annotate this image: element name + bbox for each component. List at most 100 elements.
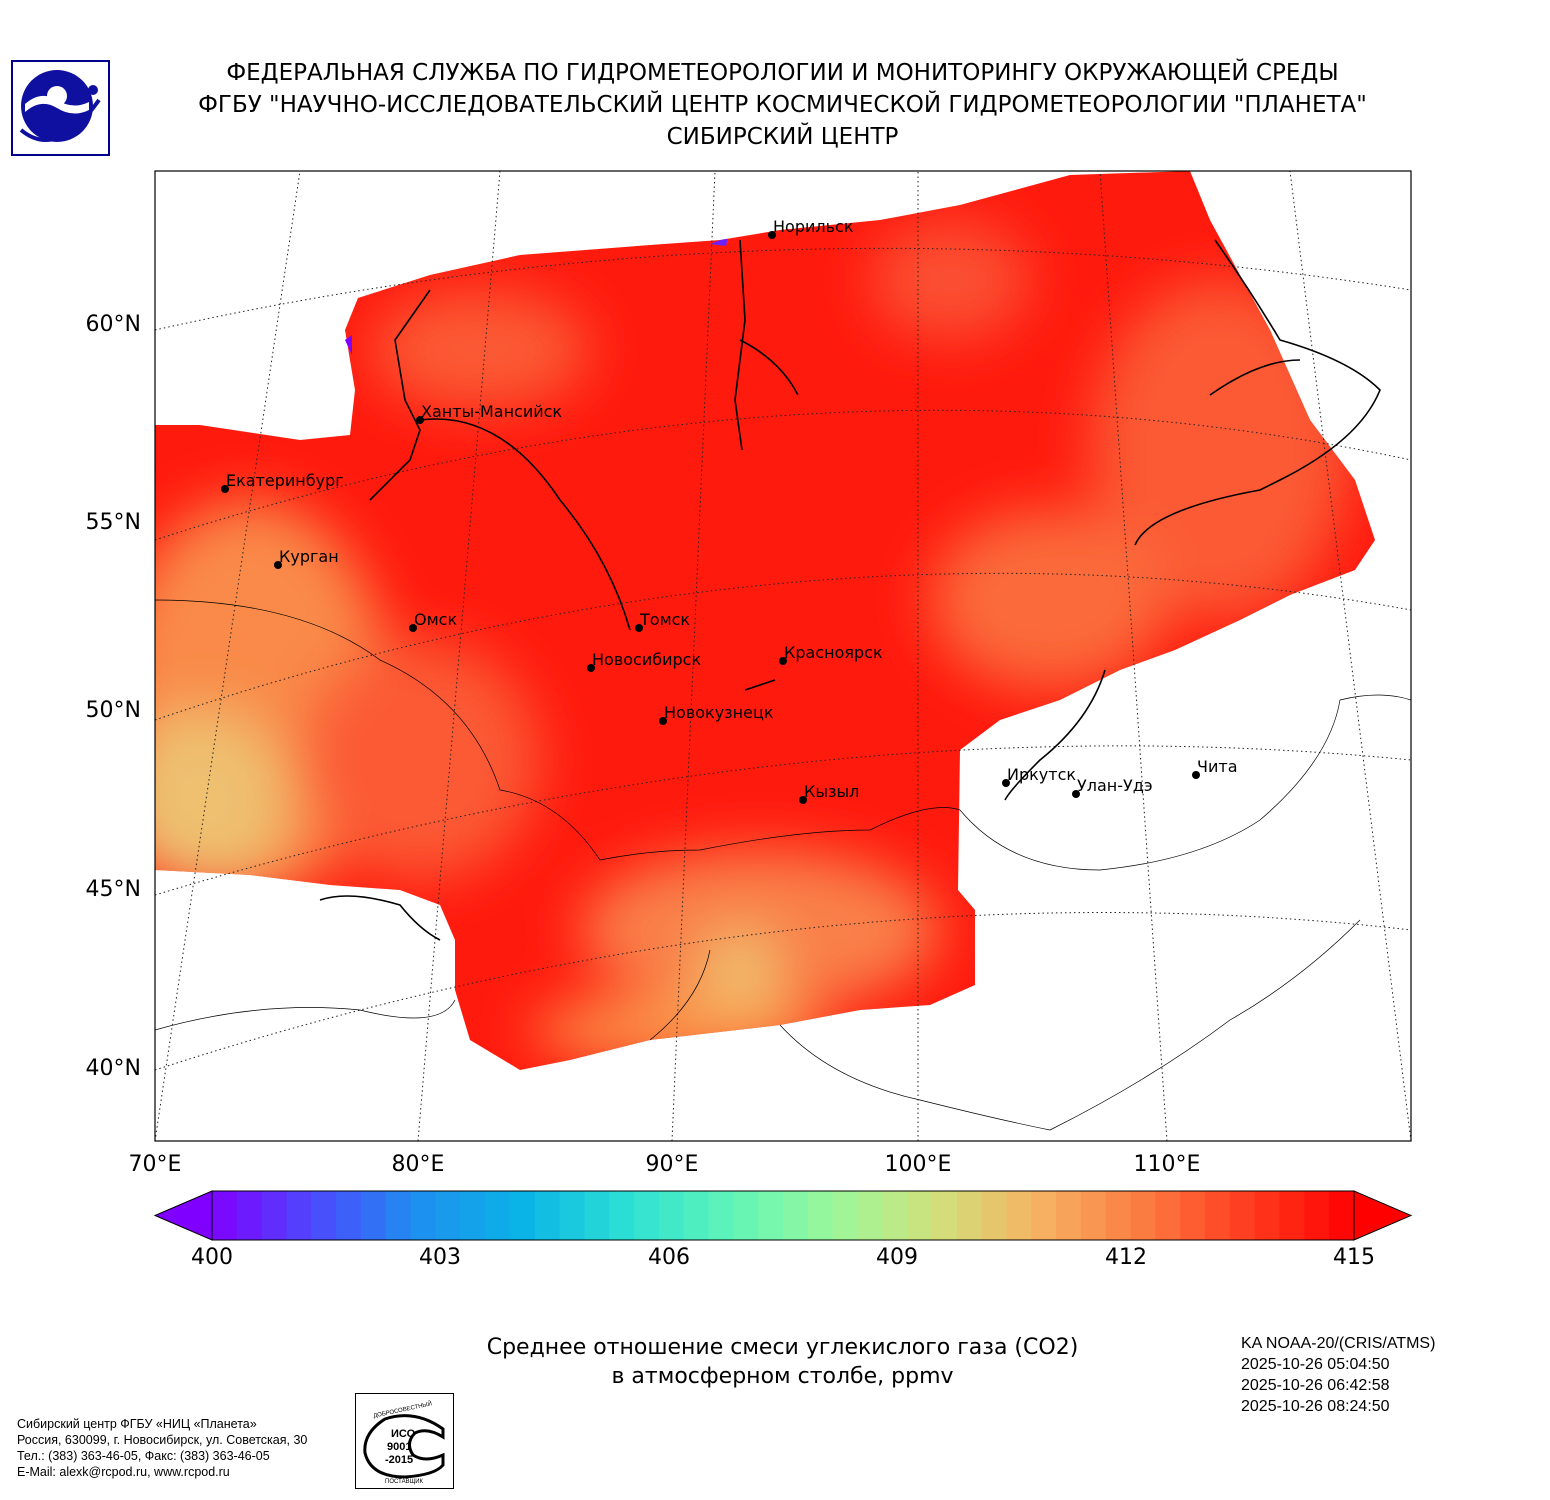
colorbar-segment [1006,1191,1032,1240]
city-marker [1192,771,1200,779]
planeta-logo [11,60,110,156]
city-label: Кызыл [804,782,859,801]
colorbar-tick-415: 415 [1333,1245,1375,1270]
colorbar-max-extend [1353,1190,1413,1241]
city-label: Норильск [773,217,854,236]
svg-text:ИСО: ИСО [391,1428,416,1440]
colorbar-segment [931,1191,958,1240]
borders [155,599,1411,1131]
colorbar-segment [1080,1191,1107,1240]
footer-line: E-Mail: alexk@rcpod.ru, www.rcpod.ru [17,1465,230,1479]
city-marker [779,657,787,665]
colorbar-segment [212,1191,238,1240]
lat-label-60: 60°N [85,312,141,337]
svg-text:-2015: -2015 [385,1454,413,1466]
city-label: Чита [1197,757,1238,776]
city-label: Красноярск [784,643,883,662]
footer-line: Россия, 630099, г. Новосибирск, ул. Сове… [17,1433,308,1447]
city-marker [221,485,229,493]
colorbar-segment [1329,1191,1355,1240]
satellite-instrument: KA NOAA-20/(CRIS/ATMS) [1241,1335,1436,1352]
lon-label-70: 70°E [128,1152,182,1177]
lon-label-90: 90°E [645,1152,699,1177]
colorbar-segment [485,1191,511,1240]
colorbar-segment [509,1191,536,1240]
colorbar-segment [1105,1191,1132,1240]
colorbar-segment [783,1191,809,1240]
satellite-info: KA NOAA-20/(CRIS/ATMS) 2025-10-26 05:04:… [1241,1333,1435,1417]
colorbar-tick-406: 406 [648,1245,690,1270]
city-label: Омск [414,610,457,629]
colorbar-segment [733,1191,759,1240]
lat-label-50: 50°N [85,698,141,723]
city-label: Новосибирск [592,650,701,669]
colorbar-segment [534,1191,561,1240]
colorbar-segment [261,1191,287,1240]
graticule [155,171,1411,1141]
colorbar-segment [236,1191,263,1240]
lon-label-100: 100°E [884,1152,952,1177]
caption-line-2: в атмосферном столбе, ppmv [611,1364,954,1389]
colorbar-tick-409: 409 [876,1245,918,1270]
colorbar-segment [758,1191,784,1240]
colorbar-segment [1155,1191,1181,1240]
colorbar-segment [981,1191,1007,1240]
colorbar-segment [857,1191,883,1240]
city-marker [587,664,595,672]
lat-label-40: 40°N [85,1056,141,1081]
colorbar-tick-412: 412 [1105,1245,1147,1270]
caption-line-1: Среднее отношение смеси углекислого газа… [486,1335,1079,1360]
colorbar-segment [956,1191,983,1240]
lat-label-45: 45°N [85,877,141,902]
colorbar-segment [584,1191,610,1240]
city-marker [1002,779,1010,787]
colorbar-segment [907,1191,933,1240]
city-label: Улан-Удэ [1077,776,1153,795]
colorbar-segment [1229,1191,1256,1240]
colorbar-min-extend [153,1190,213,1241]
lat-label-55: 55°N [85,510,141,535]
colorbar-segment [311,1191,337,1240]
colorbar-segment [1031,1191,1057,1240]
city-label: Ханты-Мансийск [421,402,562,421]
city-marker [409,624,417,632]
colorbar-segment [1130,1191,1156,1240]
colorbar-segment [286,1191,312,1240]
city-label: Иркутск [1007,765,1076,784]
colorbar-tick-400: 400 [191,1245,233,1270]
header-line-3: СИБИРСКИЙ ЦЕНТР [666,124,899,150]
city-marker [635,624,643,632]
colorbar-segment [336,1191,362,1240]
city-label: Новокузнецк [664,703,774,722]
colorbar-segment [1056,1191,1082,1240]
colorbar-segment [1254,1191,1281,1240]
header-line-2: ФГБУ "НАУЧНО-ИССЛЕДОВАТЕЛЬСКИЙ ЦЕНТР КОС… [198,92,1367,118]
city-marker [768,231,776,239]
city-label: Курган [279,547,339,566]
city-marker [274,561,282,569]
colorbar-segment [1205,1191,1231,1240]
colorbar-frame [211,1190,1355,1241]
city-marker [799,796,807,804]
colorbar-segment [435,1191,461,1240]
lon-label-80: 80°E [391,1152,445,1177]
footer-contacts: Сибирский центр ФГБУ «НИЦ «Планета» Росс… [17,1416,307,1480]
colorbar-segment [807,1191,834,1240]
colorbar-segment [832,1191,858,1240]
colorbar [153,1190,1413,1241]
iso-stamp: ИСО 9001 -2015 ДОБРОСОВЕСТНЫЙ ПОСТАВЩИК [355,1393,454,1489]
map-frame [154,170,1412,1142]
lon-label-110: 110°E [1133,1152,1201,1177]
pass-time: 2025-10-26 08:24:50 [1241,1398,1390,1415]
colorbar-segment [559,1191,585,1240]
colorbar-segment [882,1191,908,1240]
colorbar-segment [634,1191,660,1240]
colorbar-tick-403: 403 [419,1245,461,1270]
footer-line: Сибирский центр ФГБУ «НИЦ «Планета» [17,1417,257,1431]
colorbar-segment [410,1191,436,1240]
svg-text:ПОСТАВЩИК: ПОСТАВЩИК [385,1479,424,1485]
colorbar-segment [708,1191,734,1240]
colorbar-segment [385,1191,412,1240]
co2-field [155,171,1375,1070]
